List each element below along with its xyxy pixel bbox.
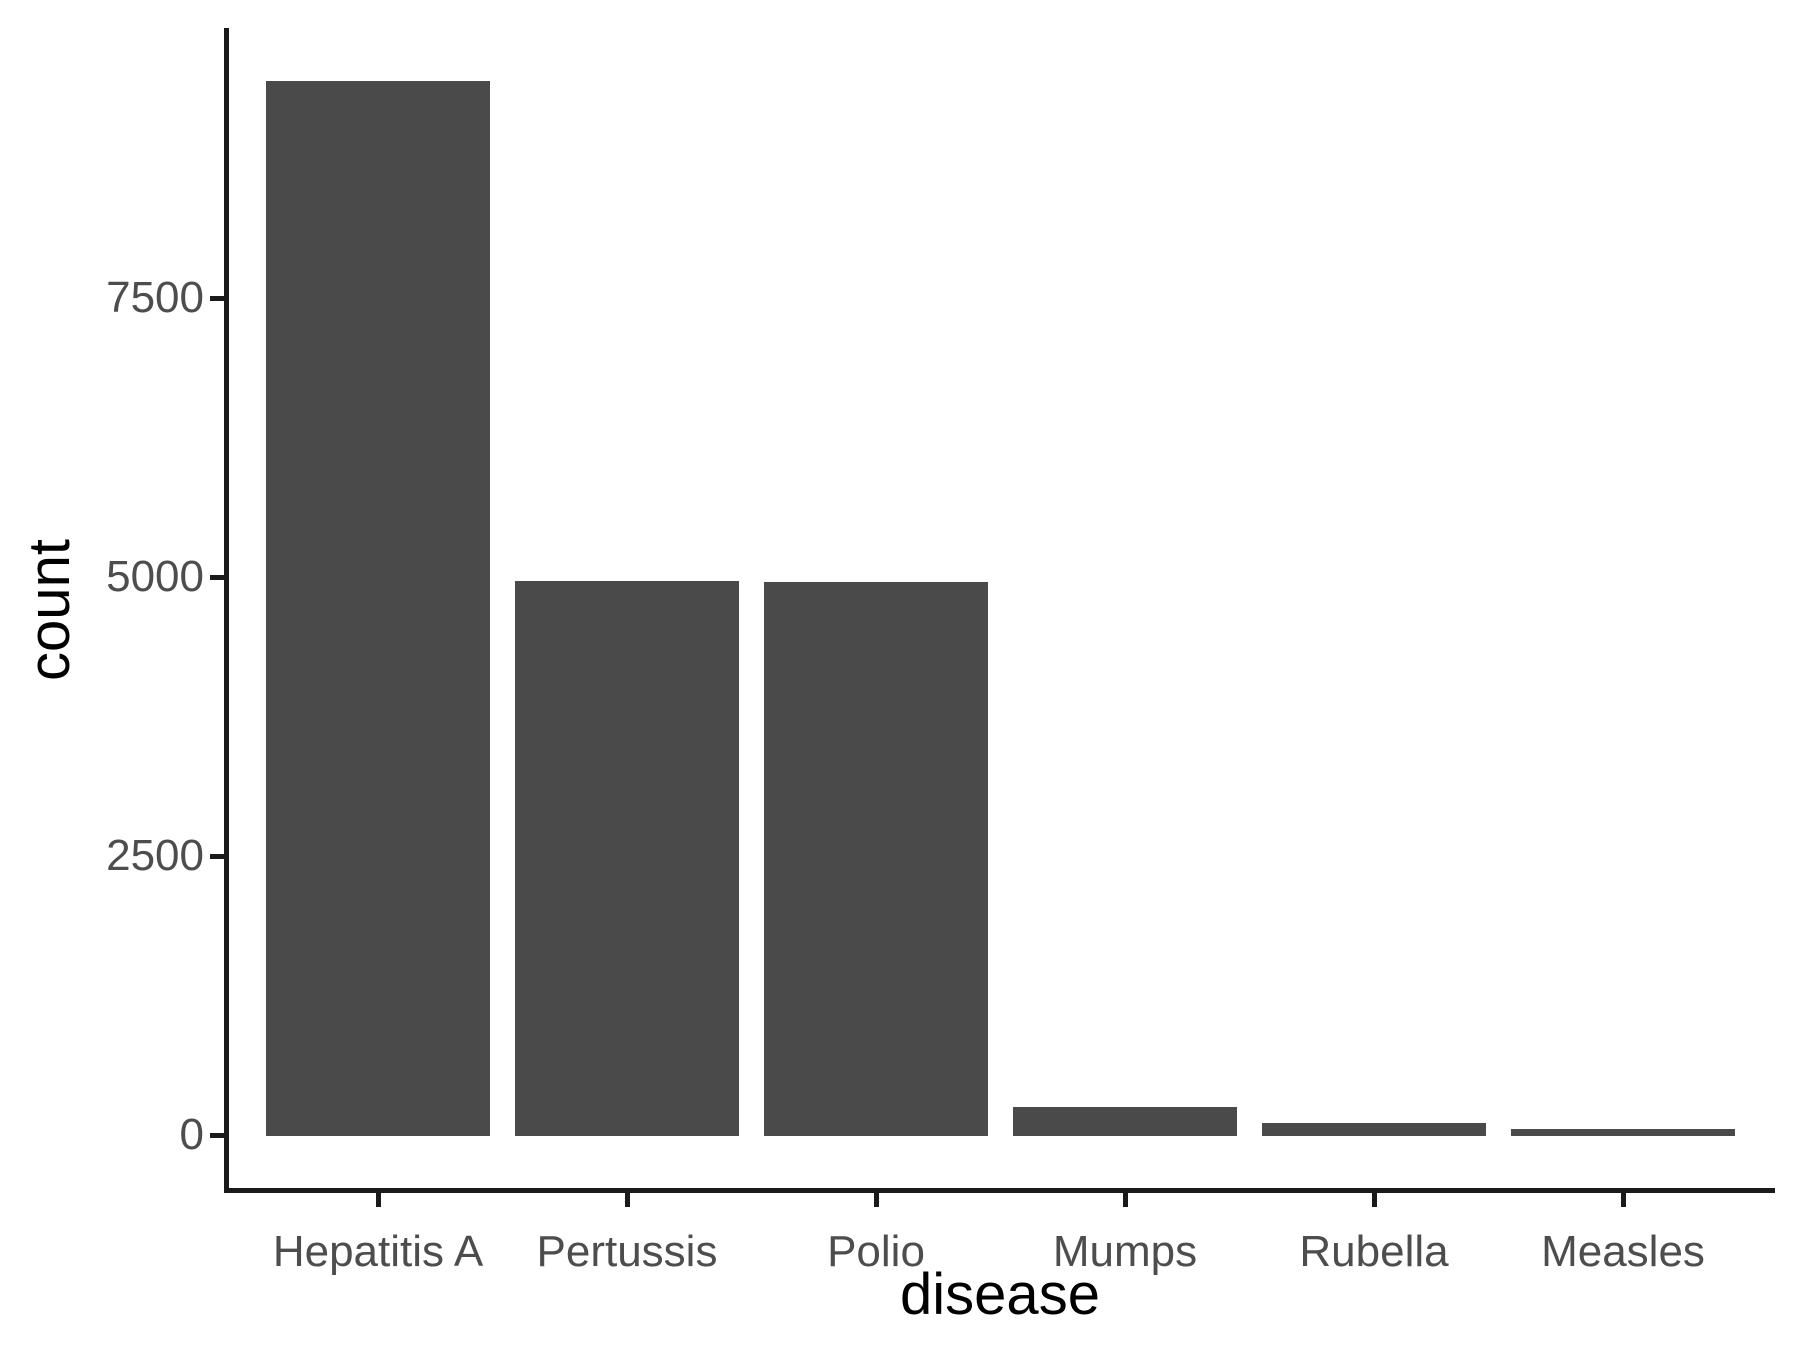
y-tick-label: 7500 <box>106 273 204 322</box>
y-tick <box>210 296 224 301</box>
x-tick <box>1621 1193 1626 1207</box>
y-tick-label: 0 <box>179 1110 204 1159</box>
x-tick <box>625 1193 630 1207</box>
y-axis-title: count <box>17 539 82 681</box>
x-tick-label-rubella: Rubella <box>1299 1227 1449 1276</box>
y-tick-label: 2500 <box>106 831 204 880</box>
bar-polio <box>764 582 988 1136</box>
bar-hepatitis-a <box>266 81 490 1136</box>
bar-measles <box>1511 1129 1735 1136</box>
y-tick <box>210 854 224 859</box>
x-tick <box>874 1193 879 1207</box>
x-tick-label-measles: Measles <box>1541 1227 1705 1276</box>
x-tick <box>1372 1193 1377 1207</box>
x-tick <box>1123 1193 1128 1207</box>
bar-mumps <box>1013 1106 1237 1136</box>
y-axis-line <box>224 28 229 1193</box>
x-axis-line <box>224 1188 1775 1193</box>
x-tick-label-pertussis: Pertussis <box>536 1227 718 1276</box>
bar-pertussis <box>515 581 739 1136</box>
y-tick <box>210 1133 224 1138</box>
y-tick-label: 5000 <box>106 552 204 601</box>
x-tick-label-hepatitis-a: Hepatitis A <box>272 1227 484 1276</box>
x-axis-title: disease <box>900 1262 1100 1327</box>
x-tick-label-polio: Polio <box>827 1227 925 1276</box>
x-tick <box>376 1193 381 1207</box>
y-tick <box>210 575 224 580</box>
bar-rubella <box>1262 1123 1486 1136</box>
x-tick-label-mumps: Mumps <box>1052 1227 1198 1276</box>
